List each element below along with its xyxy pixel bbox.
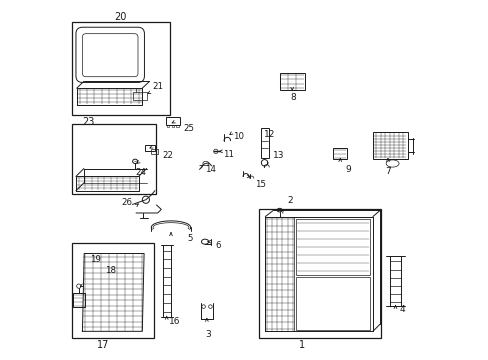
Bar xyxy=(296,277,369,330)
Bar xyxy=(171,125,174,127)
Bar xyxy=(167,125,169,127)
Bar xyxy=(279,73,304,90)
Bar xyxy=(72,125,156,194)
Text: 20: 20 xyxy=(114,12,127,22)
Text: 15: 15 xyxy=(254,180,265,189)
Bar xyxy=(72,22,170,116)
Text: 1: 1 xyxy=(298,340,305,350)
Text: 4: 4 xyxy=(399,305,404,314)
Bar xyxy=(296,220,369,275)
Text: 10: 10 xyxy=(233,132,244,141)
Bar xyxy=(372,132,407,159)
Text: 9: 9 xyxy=(345,165,351,174)
Text: 16: 16 xyxy=(168,317,180,326)
Bar xyxy=(176,125,178,127)
Bar xyxy=(260,128,268,158)
Text: 24: 24 xyxy=(135,168,146,177)
Text: 5: 5 xyxy=(187,234,192,243)
Bar xyxy=(166,117,180,126)
Bar xyxy=(72,243,154,338)
Text: 11: 11 xyxy=(223,150,233,159)
Text: 18: 18 xyxy=(105,266,116,275)
Bar xyxy=(333,148,346,159)
Text: 26: 26 xyxy=(122,198,132,207)
Text: 25: 25 xyxy=(183,123,194,132)
Text: 14: 14 xyxy=(204,165,216,174)
Text: 13: 13 xyxy=(272,151,284,160)
Bar xyxy=(258,209,380,338)
Text: 21: 21 xyxy=(152,82,163,91)
Bar xyxy=(73,293,84,307)
Text: 7: 7 xyxy=(384,167,390,176)
Bar xyxy=(144,145,155,151)
Text: 6: 6 xyxy=(215,241,221,250)
Bar xyxy=(150,149,158,154)
Bar xyxy=(132,92,147,100)
Text: 8: 8 xyxy=(289,93,295,102)
Text: 3: 3 xyxy=(205,330,211,339)
Text: 12: 12 xyxy=(264,130,275,139)
Text: 22: 22 xyxy=(163,151,173,160)
Text: 2: 2 xyxy=(287,196,293,205)
Text: 17: 17 xyxy=(97,340,109,350)
Text: 23: 23 xyxy=(82,117,95,127)
Text: 19: 19 xyxy=(89,255,100,264)
